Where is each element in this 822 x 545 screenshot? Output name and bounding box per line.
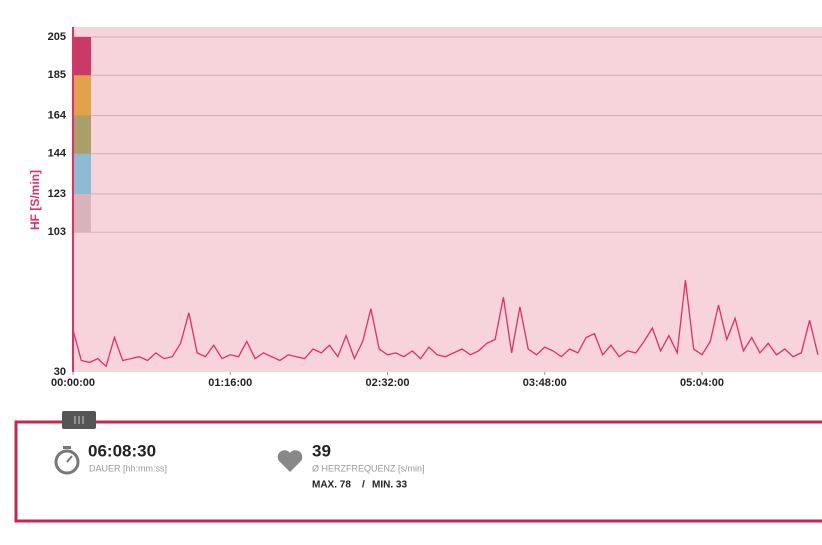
x-tick-label: 05:04:00 — [680, 377, 724, 389]
y-tick-label: 185 — [48, 69, 66, 81]
hr-avg-label: Ø HERZFREQUENZ [s/min] — [312, 463, 425, 473]
summary-panel — [14, 420, 822, 523]
hr-max: MAX. 78 — [312, 480, 351, 491]
x-tick-label: 02:32:00 — [365, 377, 409, 389]
marks — [72, 37, 819, 368]
x-tick-label: 00:00:00 — [51, 377, 95, 389]
y-tick-label: 30 — [54, 366, 66, 378]
icon-button — [63, 446, 71, 449]
hr-zone — [73, 37, 91, 76]
stopwatch-icon — [54, 446, 80, 475]
x-tick-label: 01:16:00 — [208, 377, 252, 389]
hr-zone — [73, 115, 91, 154]
icon-hand — [66, 455, 73, 463]
heart-icon — [277, 450, 303, 472]
y-tick-label: 164 — [48, 109, 67, 121]
hr-zone — [73, 75, 91, 116]
separator: / — [362, 480, 365, 491]
x-tick-label: 03:48:00 — [523, 377, 567, 389]
hr-zone — [73, 193, 91, 233]
y-tick-label: 123 — [48, 188, 66, 200]
y-tick-label: 103 — [48, 226, 66, 238]
hr-min: MIN. 33 — [372, 480, 407, 491]
hr-zone — [73, 153, 91, 194]
icon-ring — [54, 449, 80, 475]
hr-avg-value: 39 — [312, 441, 331, 460]
grid — [72, 36, 822, 375]
plot-area — [73, 27, 822, 372]
hr-line — [72, 280, 819, 368]
duration-label: DAUER [hh:mm:ss] — [89, 463, 167, 473]
duration-value: 06:08:30 — [88, 441, 156, 460]
y-axis-label: HF [S/min] — [28, 170, 42, 230]
y-tick-label: 205 — [48, 31, 66, 43]
y-tick-label: 144 — [48, 148, 67, 160]
range-handle[interactable] — [62, 411, 96, 429]
